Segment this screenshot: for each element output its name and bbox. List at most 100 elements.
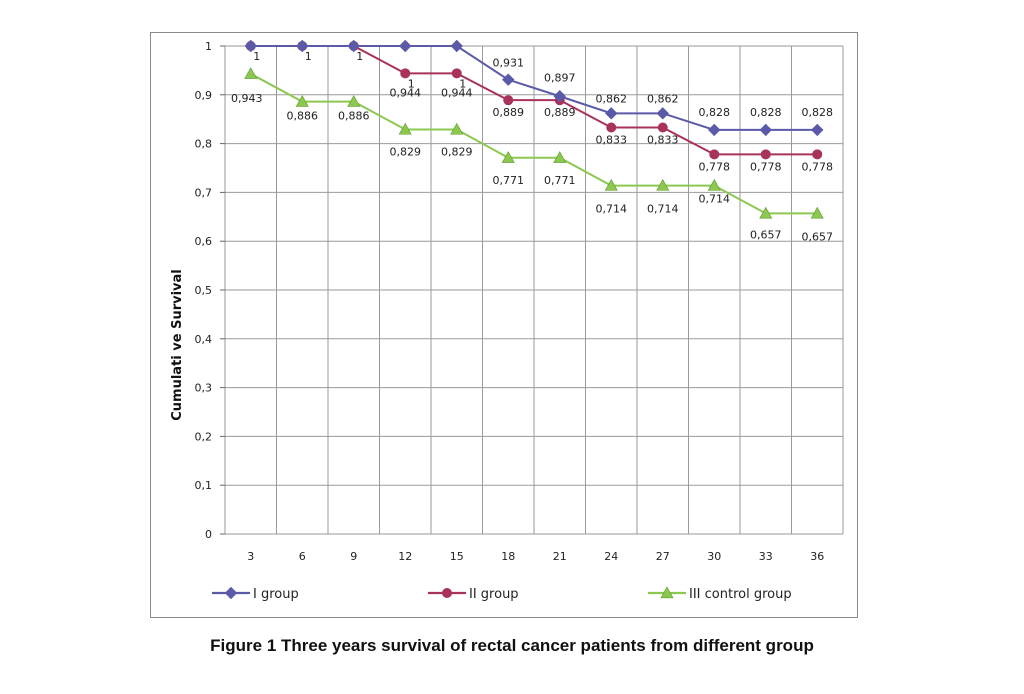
legend-marker-2 [442,588,452,598]
data-label: 0,886 [287,110,319,123]
data-point [657,122,668,133]
data-label: 0,771 [493,174,525,187]
data-label: 0,862 [596,92,628,105]
data-point [811,123,824,137]
y-tick-label: 0,1 [195,479,213,492]
data-label: 1 [305,50,312,63]
data-point [450,39,463,53]
data-label: 0,828 [699,106,731,119]
legend-label-1: I group [253,587,299,602]
x-tick-label: 27 [656,550,670,563]
chart-frame [150,32,858,618]
data-point [553,90,566,103]
data-label: 0,657 [802,230,834,243]
data-label: 0,828 [750,106,782,119]
data-point [760,149,771,160]
x-tick-label: 6 [299,550,306,563]
data-point [347,95,361,107]
data-point [709,149,720,160]
data-label: 0,828 [802,106,834,119]
data-point [244,39,257,53]
data-label: 0,771 [544,174,576,187]
data-point [399,39,412,53]
figure-caption: Figure 1 Three years survival of rectal … [210,636,814,655]
data-label: 0,862 [647,92,679,105]
data-point [295,95,309,107]
data-label: 0,829 [390,145,422,158]
x-tick-label: 9 [350,550,357,563]
y-tick-label: 0,3 [195,382,213,395]
data-label: 0,886 [338,110,370,123]
data-point [400,68,411,79]
data-point [812,149,823,160]
y-tick-label: 0 [205,528,212,541]
data-label: 0,657 [750,228,782,241]
legend-label-3: III control group [689,587,792,602]
data-point [604,178,618,191]
data-label: 0,714 [699,193,731,206]
data-label: 0,943 [231,92,263,105]
data-point [606,122,617,133]
legend-label-2: II group [469,587,519,602]
data-label: 1 [253,50,260,63]
data-point [451,68,462,79]
data-label: 0,778 [802,160,834,173]
data-label: 0,714 [596,203,628,216]
data-point [553,151,567,163]
data-label: 0,889 [493,106,525,119]
y-tick-label: 0,6 [195,235,213,248]
data-label: 1 [459,77,466,90]
y-tick-label: 0,5 [195,284,213,297]
data-label: 0,829 [441,145,473,158]
data-point [759,123,772,137]
x-tick-label: 30 [707,550,721,563]
series-line-1 [250,45,818,131]
x-tick-label: 18 [501,550,515,563]
y-tick-label: 1 [205,40,212,53]
data-point [501,151,515,163]
data-point [656,107,669,120]
x-tick-label: 33 [759,550,773,563]
y-axis-label: Cumulati ve Survival [170,269,185,421]
y-tick-label: 0,8 [195,138,213,151]
data-label: 1 [408,77,415,90]
data-label: 0,944 [390,86,422,99]
x-tick-label: 21 [553,550,567,563]
x-tick-label: 15 [450,550,464,563]
data-label: 0,778 [750,160,782,173]
series-line-3 [250,72,818,215]
y-tick-label: 0,4 [195,333,213,346]
data-label: 0,833 [647,133,679,146]
data-point [450,122,464,135]
data-point [347,39,360,53]
data-label: 0,897 [544,71,576,84]
data-point [244,67,258,79]
data-label: 1 [356,50,363,63]
data-point [398,122,412,135]
y-tick-label: 0,7 [195,186,213,199]
legend-marker-3 [660,586,674,599]
y-tick-label: 0,2 [195,430,213,443]
data-label: 0,889 [544,106,576,119]
data-point [605,107,618,120]
data-point [296,39,309,53]
data-point [810,206,824,219]
data-label: 0,833 [596,133,628,146]
legend-marker-1 [224,586,238,600]
data-label: 0,944 [441,86,473,99]
x-tick-label: 36 [810,550,824,563]
data-label: 0,778 [699,160,731,173]
data-label: 0,714 [647,203,679,216]
y-tick-label: 0,9 [195,89,213,102]
data-point [502,73,515,86]
data-point [503,95,514,106]
data-point [759,206,773,219]
data-point [708,123,721,137]
data-point [656,178,670,191]
data-label: 0,931 [493,57,525,70]
x-tick-label: 3 [247,550,254,563]
x-tick-label: 24 [604,550,618,563]
data-point [707,178,721,191]
x-tick-label: 12 [398,550,412,563]
